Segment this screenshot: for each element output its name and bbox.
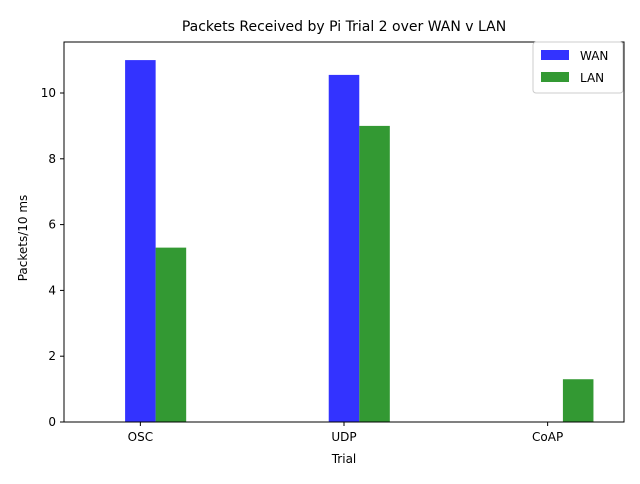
y-tick-label: 6 — [48, 218, 56, 232]
bars-group — [125, 60, 594, 422]
bar-wan-udp — [328, 74, 360, 422]
legend-swatch-wan — [541, 50, 569, 60]
legend-box — [532, 41, 624, 94]
y-tick-label: 8 — [48, 152, 56, 166]
bar-lan-udp — [359, 125, 390, 422]
x-axis-ticks: OSC UDP CoAP — [128, 422, 563, 444]
legend-label-lan: LAN — [580, 71, 604, 85]
y-tick-label: 4 — [48, 283, 56, 297]
x-axis-label: Trial — [331, 452, 357, 466]
bar-wan-osc — [125, 60, 156, 422]
y-tick-label: 2 — [48, 349, 56, 363]
y-axis-ticks: 0 2 4 6 8 10 — [41, 86, 64, 429]
legend-label-wan: WAN — [580, 49, 608, 63]
legend-swatch-lan — [541, 72, 569, 82]
y-axis-label: Packets/10 ms — [16, 195, 30, 282]
plot-frame — [63, 41, 625, 423]
x-tick-label-udp: UDP — [331, 430, 356, 444]
x-tick-label-osc: OSC — [128, 430, 153, 444]
y-tick-label: 0 — [48, 415, 56, 429]
legend: WAN LAN — [532, 41, 624, 94]
bar-lan-osc — [155, 247, 187, 422]
x-tick-label-coap: CoAP — [532, 430, 563, 444]
chart-title: Packets Received by Pi Trial 2 over WAN … — [182, 19, 506, 35]
y-tick-label: 10 — [41, 86, 56, 100]
bar-lan-coap — [562, 379, 594, 422]
